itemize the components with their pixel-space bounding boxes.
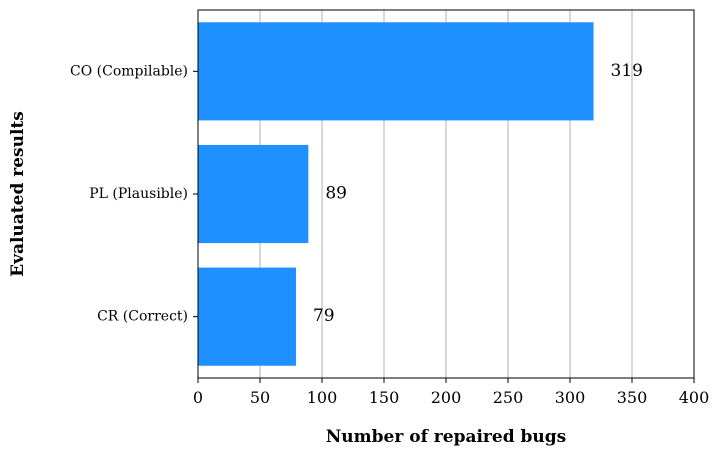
y-axis-ticks: CO (Compilable) PL (Plausible) CR (Correct… [70,63,198,325]
x-tick-label-8: 400 [679,388,710,407]
data-label-2: 79 [313,306,335,326]
x-tick-label-3: 150 [369,388,400,407]
bars [198,22,594,366]
x-tick-label-7: 350 [617,388,648,407]
bar-2 [198,267,296,366]
x-tick-label-4: 200 [431,388,462,407]
data-labels: 319 89 79 [313,61,643,326]
x-tick-label-0: 0 [193,388,203,407]
bar-0 [198,22,594,121]
y-tick-label-0: CO (Compilable) [70,63,188,79]
y-tick-label-2: CR (Correct) [97,309,188,325]
bar-1 [198,144,309,244]
x-tick-label-5: 250 [493,388,524,407]
data-label-0: 319 [611,61,643,81]
y-axis-title: Evaluated results [8,111,28,277]
data-label-1: 89 [325,184,347,204]
y-tick-label-1: PL (Plausible) [89,186,188,202]
x-tick-label-2: 100 [307,388,338,407]
x-tick-label-1: 50 [250,388,270,407]
x-axis-title: Number of repaired bugs [326,427,566,447]
x-axis-ticks: 0 50 100 150 200 250 300 350 400 [193,378,709,407]
x-tick-label-6: 300 [555,388,586,407]
